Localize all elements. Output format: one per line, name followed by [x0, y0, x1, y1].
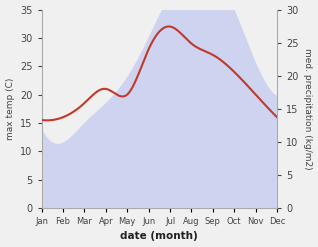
Y-axis label: max temp (C): max temp (C)	[5, 78, 15, 140]
X-axis label: date (month): date (month)	[121, 231, 198, 242]
Y-axis label: med. precipitation (kg/m2): med. precipitation (kg/m2)	[303, 48, 313, 169]
